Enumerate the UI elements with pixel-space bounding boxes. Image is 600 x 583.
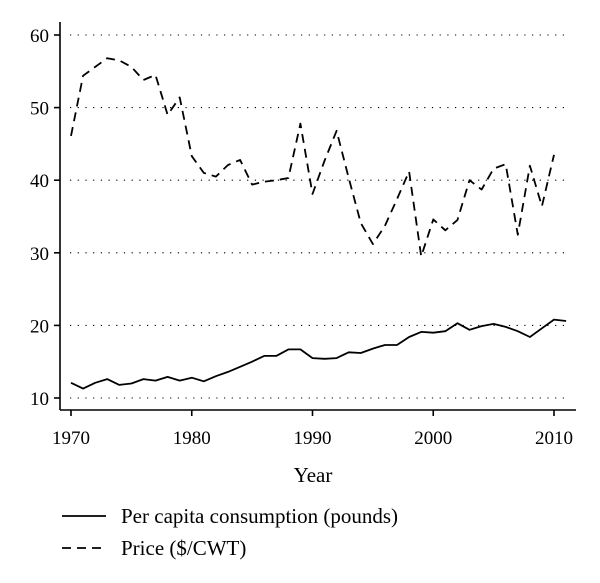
gridlines bbox=[70, 34, 568, 399]
legend: Per capita consumption (pounds) Price ($… bbox=[62, 504, 398, 560]
x-tick-label-2000: 2000 bbox=[414, 428, 452, 449]
x-axis-ticks: 1970 1980 1990 2000 2010 bbox=[52, 410, 573, 449]
y-tick-label-50: 50 bbox=[30, 99, 49, 120]
legend-label-consumption: Per capita consumption (pounds) bbox=[121, 504, 398, 528]
y-tick-label-40: 40 bbox=[30, 171, 49, 192]
y-tick-label-10: 10 bbox=[30, 389, 49, 410]
x-tick-label-1970: 1970 bbox=[52, 428, 90, 449]
x-axis-title: Year bbox=[294, 463, 333, 487]
legend-label-price: Price ($/CWT) bbox=[121, 536, 246, 560]
series-group bbox=[70, 57, 567, 390]
y-tick-label-30: 30 bbox=[30, 244, 49, 265]
series-price-line bbox=[70, 57, 555, 258]
axes bbox=[59, 22, 576, 411]
y-tick-label-60: 60 bbox=[30, 26, 49, 47]
y-axis-ticks: 10 20 30 40 50 60 bbox=[30, 26, 60, 410]
series-consumption-line bbox=[70, 318, 567, 390]
y-tick-label-20: 20 bbox=[30, 316, 49, 337]
x-tick-label-1990: 1990 bbox=[294, 428, 332, 449]
x-tick-label-2010: 2010 bbox=[535, 428, 573, 449]
x-tick-label-1980: 1980 bbox=[173, 428, 211, 449]
